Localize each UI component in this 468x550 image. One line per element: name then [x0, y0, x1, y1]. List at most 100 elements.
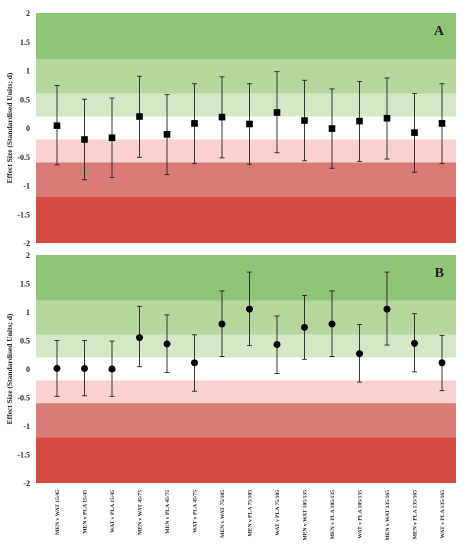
data-point-group [438, 83, 446, 165]
x-tick-label: WAT v PLA 45/75 [193, 490, 199, 533]
data-point-group [356, 324, 363, 383]
y-tick-label: -2 [23, 239, 30, 248]
data-point [163, 131, 171, 138]
data-point [53, 122, 61, 129]
y-tick-label: 1 [26, 67, 30, 76]
y-tick-label: 1.5 [20, 280, 30, 289]
data-point [81, 136, 88, 143]
data-point [218, 320, 226, 328]
x-tick-label: WAT v PLA 15/45 [110, 490, 116, 533]
panel-a: 2 1.5 1 0.5 0 -0.5 -1 -1.5 -2 Effect Size (Standa… [5, 9, 456, 248]
data-point-group [163, 314, 171, 373]
y-tick-label: 2 [26, 9, 30, 18]
y-tick-label: 1 [26, 308, 30, 317]
data-point-group [411, 93, 418, 173]
data-point-group [328, 88, 336, 169]
effect-band [36, 334, 456, 358]
data-point [53, 364, 61, 372]
effect-bands [36, 255, 456, 483]
data-point-group [438, 334, 446, 392]
y-tick-label: -1 [23, 422, 30, 431]
data-point [273, 109, 281, 116]
y-axis-label: Effect Size (Standardised Units; d) [5, 72, 14, 183]
y-tick-label: -0.5 [17, 153, 30, 162]
data-point-group [383, 271, 391, 346]
y-tick-label: 0 [26, 124, 30, 133]
effect-band [36, 357, 456, 381]
data-point [136, 334, 143, 342]
effect-band [36, 380, 456, 404]
data-point [81, 364, 88, 372]
data-point [108, 134, 116, 142]
x-tick-label: WAT v PLA 105/135 [358, 490, 364, 539]
data-point [191, 359, 198, 367]
effect-band [36, 197, 456, 243]
effect-band [36, 93, 456, 117]
effect-band [36, 13, 456, 59]
data-point-group [246, 271, 253, 347]
data-point [273, 340, 281, 348]
data-point [301, 323, 308, 331]
y-tick-label: -1 [23, 182, 30, 191]
effect-band [36, 403, 456, 438]
panel-letter: A [434, 24, 445, 39]
data-point-group [328, 290, 336, 357]
y-axis-label: Effect Size (Standardised Units; d) [5, 313, 14, 424]
x-tick-label: MEN v WAT 45/75 [138, 490, 144, 535]
data-point [411, 129, 418, 136]
data-series [53, 71, 446, 181]
data-series [53, 271, 446, 397]
data-point [191, 120, 198, 127]
effect-band [36, 59, 456, 94]
data-point-group [191, 334, 198, 392]
data-point-group [218, 290, 226, 357]
data-point [301, 117, 308, 124]
y-tick-label: 0.5 [20, 95, 30, 104]
data-point-group [136, 75, 143, 158]
x-tick-label: MEN v PLA 105/135 [330, 490, 336, 539]
y-axis-ticks: 2 1.5 1 0.5 0 -0.5 -1 -1.5 -2 [17, 9, 30, 248]
data-point-group [411, 313, 418, 373]
x-tick-label: MEN v PLA 135/165 [413, 490, 419, 539]
data-point [136, 113, 143, 120]
data-point-group [163, 94, 171, 176]
data-point-group [218, 76, 226, 159]
y-tick-label: -1.5 [17, 210, 30, 219]
data-point-group [53, 84, 61, 166]
panel-letter: B [435, 266, 444, 281]
x-tick-label: MEN v WAT 135/165 [385, 490, 391, 541]
x-tick-label: MEN v WAT 105/135 [303, 490, 309, 541]
data-point-group [53, 340, 61, 397]
data-point-group [273, 71, 281, 154]
data-point-group [246, 83, 253, 165]
data-point [356, 117, 363, 125]
data-point-group [81, 340, 88, 397]
data-point-group [108, 97, 116, 178]
x-tick-label: MEN v WAT 75/105 [220, 490, 226, 538]
data-point [411, 339, 418, 347]
data-point [438, 120, 446, 127]
y-tick-label: 0.5 [20, 337, 30, 346]
x-tick-label: WAT v PLA 75/105 [275, 490, 281, 536]
x-tick-label: MEN v WAT 15/45 [55, 490, 61, 535]
y-tick-label: 1.5 [20, 38, 30, 47]
x-tick-label: WAT v PLA 135/165 [440, 490, 446, 539]
data-point [383, 305, 391, 313]
data-point [383, 114, 391, 122]
data-point [218, 113, 226, 121]
data-point-group [301, 295, 308, 360]
data-point [328, 320, 336, 328]
data-point-group [273, 315, 281, 375]
y-tick-label: 2 [26, 251, 30, 260]
panel-b: 2 1.5 1 0.5 0 -0.5 -1 -1.5 -2 Effect Size (Standa… [5, 251, 456, 541]
data-point-group [383, 77, 391, 160]
data-point [328, 125, 336, 132]
data-point-group [301, 79, 308, 162]
x-tick-label: MEN v PLA 45/75 [165, 490, 171, 534]
data-point-group [81, 98, 88, 181]
y-tick-label: -2 [23, 479, 30, 488]
y-tick-label: -1.5 [17, 451, 30, 460]
y-tick-label: -0.5 [17, 394, 30, 403]
data-point [163, 340, 171, 348]
